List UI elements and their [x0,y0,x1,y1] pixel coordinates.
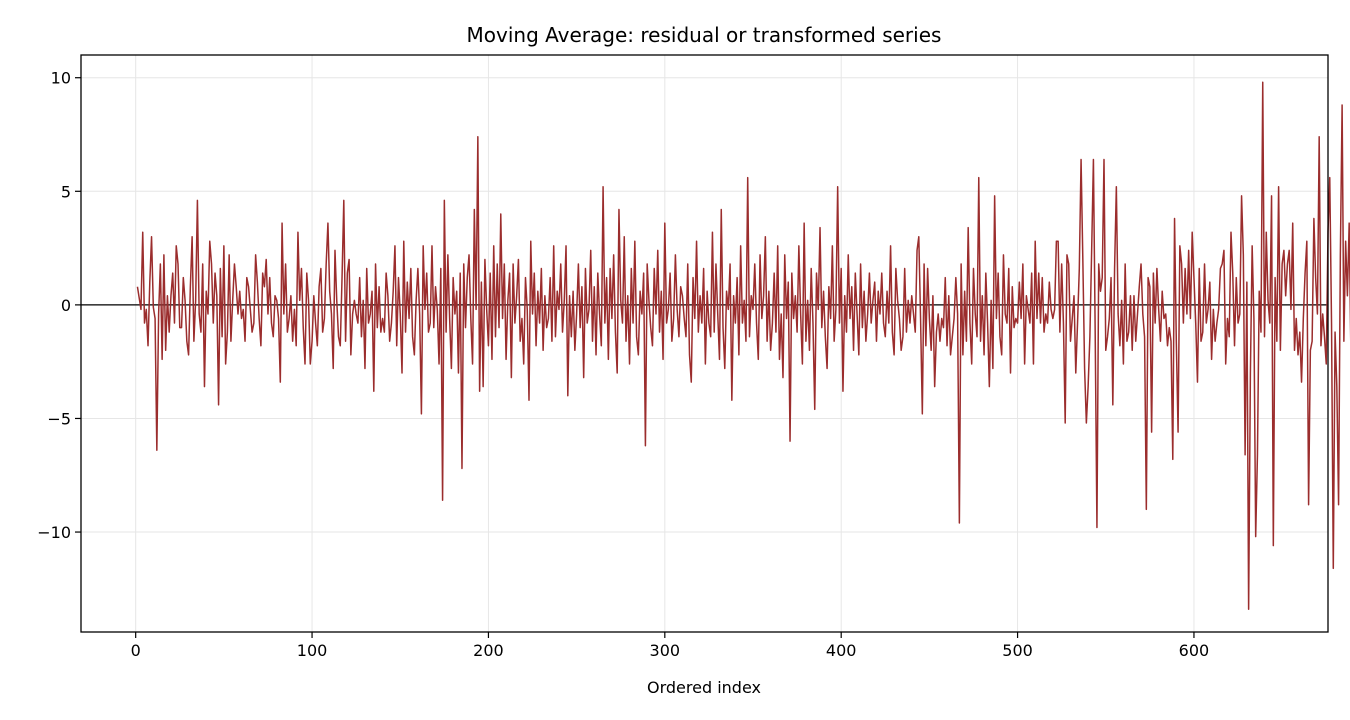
x-tick-label: 0 [131,641,141,660]
x-tick-label: 500 [1002,641,1033,660]
y-axis: −10 −5 0 5 10 [37,69,81,542]
series-line [136,81,1350,611]
y-tick-label: 0 [61,296,71,315]
y-tick-label: 10 [51,69,71,88]
x-axis: 0 100 200 300 400 500 600 [131,632,1210,660]
y-tick-label: −5 [47,409,71,428]
x-axis-label: Ordered index [647,678,761,697]
chart-title: Moving Average: residual or transformed … [467,23,942,47]
y-tick-label: 5 [61,182,71,201]
x-tick-label: 300 [650,641,681,660]
x-tick-label: 100 [297,641,328,660]
y-tick-label: −10 [37,523,71,542]
x-tick-label: 400 [826,641,857,660]
x-tick-label: 200 [473,641,504,660]
x-tick-label: 600 [1179,641,1210,660]
plot-frame [80,54,1329,633]
